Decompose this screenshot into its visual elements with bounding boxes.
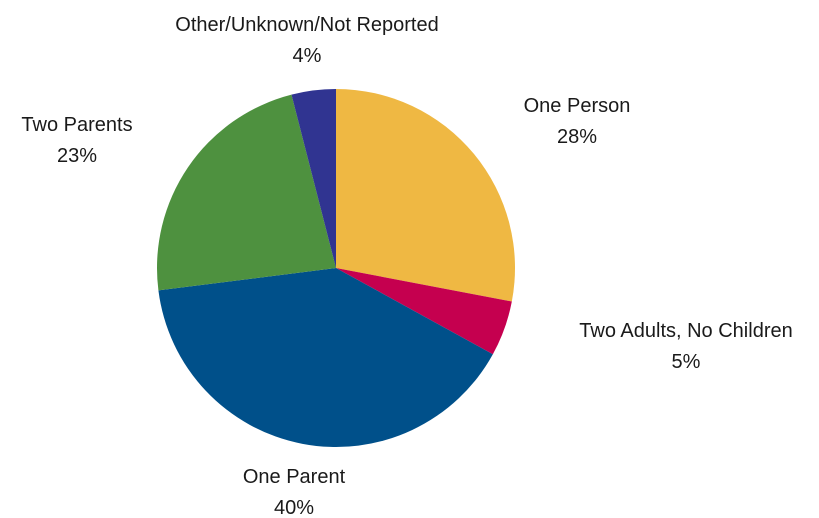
pie-labels: One Person 28% Two Adults, No Children 5% On… [21, 14, 792, 518]
slice-value-one-parent: 40% [274, 497, 314, 518]
slice-value-one-person: 28% [557, 126, 597, 148]
pie-slice-one-person [336, 89, 516, 302]
pie-slice-two-parents [156, 94, 336, 291]
slice-label-two-parents: Two Parents [21, 114, 132, 136]
pie-slices [156, 89, 516, 447]
slice-value-two-parents: 23% [57, 145, 97, 167]
slice-label-other-unknown-not-reported: Other/Unknown/Not Reported [175, 14, 438, 36]
pie-slice-one-parent [158, 268, 493, 447]
pie-slice-other-unknown-not-reported [291, 89, 336, 268]
slice-value-other-unknown-not-reported: 4% [293, 45, 322, 67]
slice-label-two-adults-no-children: Two Adults, No Children [579, 320, 792, 342]
pie-slice-two-adults-no-children [336, 268, 512, 355]
slice-value-two-adults-no-children: 5% [672, 351, 701, 373]
slice-label-one-parent: One Parent [243, 466, 346, 488]
slice-label-one-person: One Person [524, 95, 631, 117]
